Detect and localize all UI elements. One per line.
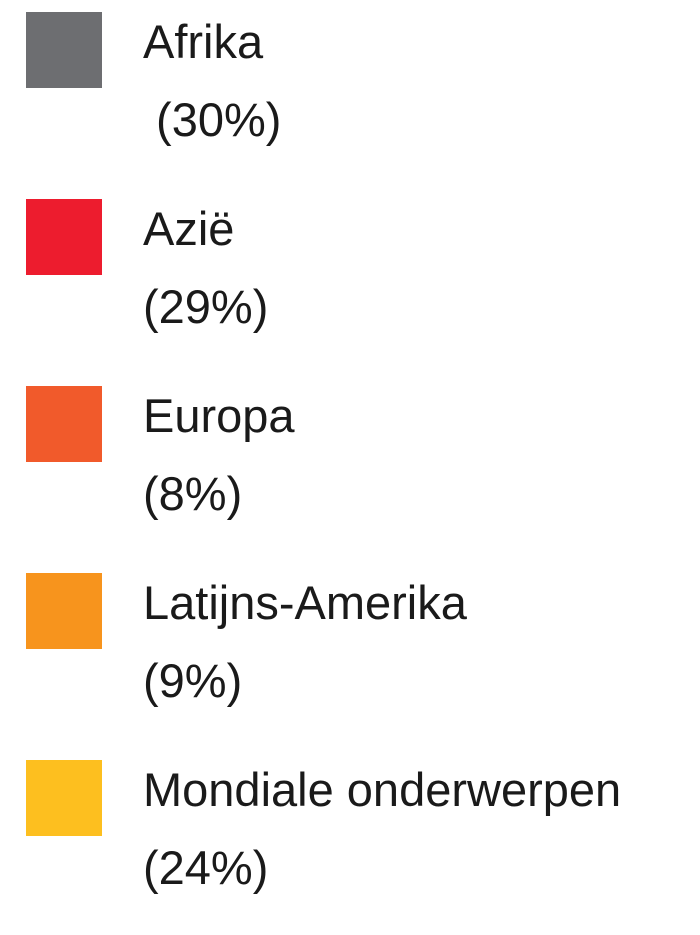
legend-item: Afrika (30%) xyxy=(0,0,700,187)
legend-swatch xyxy=(26,573,102,649)
legend-share: (8%) xyxy=(143,467,243,520)
legend-label: Azië xyxy=(143,202,235,255)
legend-label: Europa xyxy=(143,389,295,442)
legend-label: Latijns-Amerika xyxy=(143,576,467,629)
legend-share: (9%) xyxy=(143,654,243,707)
legend-swatch xyxy=(26,12,102,88)
legend-item: Azië (29%) xyxy=(0,187,700,374)
legend-label: Mondiale onderwerpen xyxy=(143,763,622,816)
legend-swatch xyxy=(26,386,102,462)
legend-share: (29%) xyxy=(143,280,269,333)
legend-share: (24%) xyxy=(143,841,269,894)
legend-label: Afrika xyxy=(143,15,264,68)
legend-item: Mondiale onderwerpen (24%) xyxy=(0,748,700,935)
legend-swatch xyxy=(26,199,102,275)
legend: Afrika (30%) Azië (29%) Europa (8%) Latijns-A… xyxy=(0,0,700,891)
legend-item: Europa (8%) xyxy=(0,374,700,561)
legend-item: Latijns-Amerika (9%) xyxy=(0,561,700,748)
legend-swatch xyxy=(26,760,102,836)
legend-share: (30%) xyxy=(143,93,282,146)
